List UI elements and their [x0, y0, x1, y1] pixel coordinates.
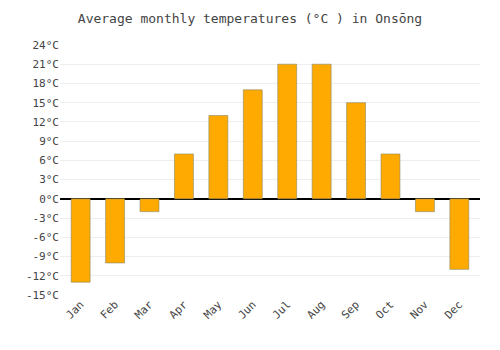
svg-text:May: May	[201, 298, 225, 322]
svg-text:Dec: Dec	[442, 298, 465, 321]
svg-text:6°C: 6°C	[39, 154, 59, 167]
svg-text:12°C: 12°C	[33, 116, 60, 129]
svg-text:15°C: 15°C	[33, 97, 60, 110]
svg-text:21°C: 21°C	[33, 58, 60, 71]
svg-text:0°C: 0°C	[39, 193, 59, 206]
svg-text:Aug: Aug	[304, 298, 327, 321]
svg-text:24°C: 24°C	[33, 39, 60, 52]
svg-text:18°C: 18°C	[33, 77, 60, 90]
svg-text:-15°C: -15°C	[26, 289, 59, 302]
svg-text:Average monthly temperatures (: Average monthly temperatures (°C ) in On…	[78, 11, 422, 26]
svg-text:Mar: Mar	[132, 298, 156, 322]
svg-text:Sep: Sep	[339, 298, 362, 321]
svg-text:-6°C: -6°C	[33, 231, 60, 244]
svg-text:Nov: Nov	[408, 298, 432, 322]
svg-text:3°C: 3°C	[39, 173, 59, 186]
svg-text:Feb: Feb	[98, 298, 121, 321]
svg-text:9°C: 9°C	[39, 135, 59, 148]
svg-text:Oct: Oct	[373, 298, 396, 321]
svg-text:Jul: Jul	[270, 298, 293, 321]
svg-text:-12°C: -12°C	[26, 270, 59, 283]
svg-text:Jun: Jun	[236, 298, 259, 321]
svg-text:Apr: Apr	[167, 298, 191, 322]
svg-text:-3°C: -3°C	[33, 212, 60, 225]
svg-text:-9°C: -9°C	[33, 250, 60, 263]
svg-text:Jan: Jan	[63, 298, 86, 321]
